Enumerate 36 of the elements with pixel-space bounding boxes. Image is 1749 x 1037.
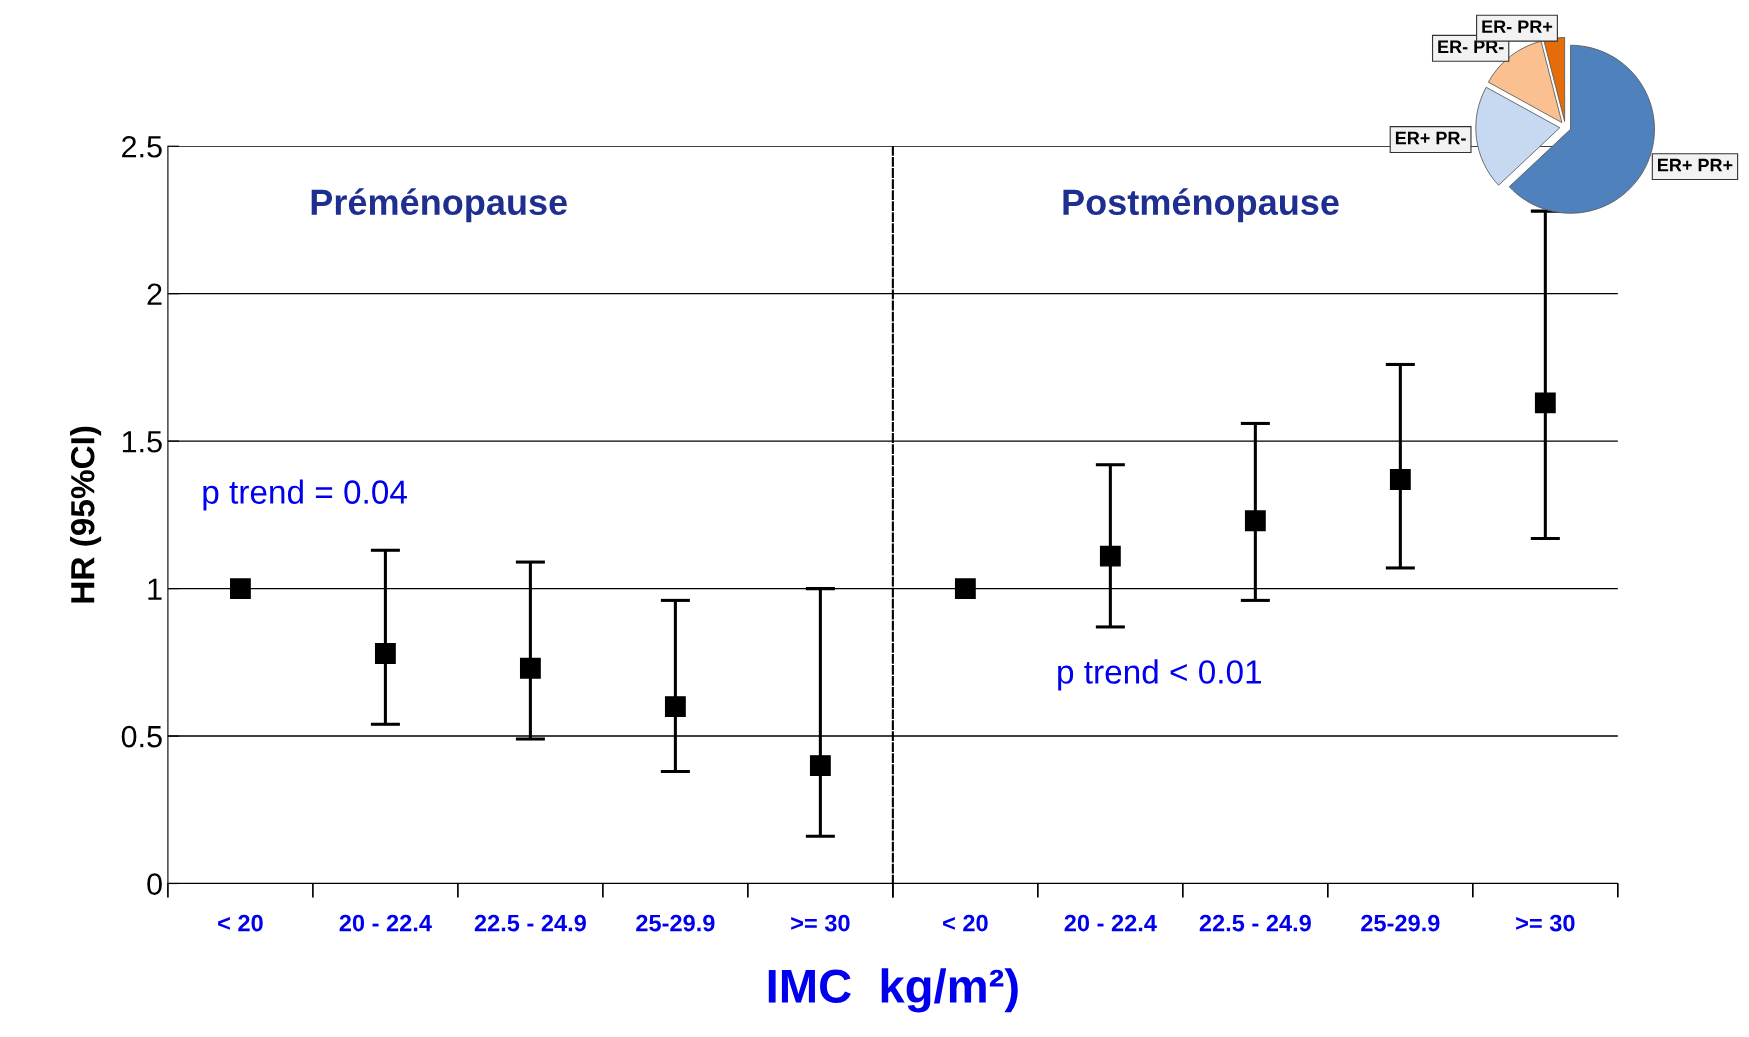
point <box>1534 392 1556 414</box>
slice-label: ER- PR- <box>1438 40 1504 53</box>
slice-label: ER- PR+ <box>1482 20 1553 33</box>
y-tick-label: 2.5 <box>122 135 162 158</box>
point <box>1099 545 1121 567</box>
slice-label: ER+ PR- <box>1395 131 1466 145</box>
x-tick-label: >= 30 <box>1516 914 1575 932</box>
y-tick-label: 0 <box>147 873 162 895</box>
annotation: p trend = 0.04 <box>203 479 407 511</box>
y-tick-label: 2 <box>147 283 162 305</box>
point <box>809 755 831 776</box>
x-tick-label: 22.5 - 24.9 <box>1199 914 1311 932</box>
point <box>954 578 976 600</box>
y-axis-title: HR (95%CI) <box>70 426 102 603</box>
x-tick-label: < 20 <box>218 914 263 932</box>
point <box>229 578 251 600</box>
y-tick-label: 1.5 <box>122 431 162 453</box>
point <box>1244 510 1266 532</box>
annotation: p trend < 0.01 <box>1058 659 1261 691</box>
y-tick-label: 0.5 <box>121 725 162 748</box>
annotation: Postménopause <box>1063 188 1339 223</box>
x-tick-label: 22.5 - 24.9 <box>474 914 586 932</box>
x-tick-label: >= 30 <box>791 914 850 932</box>
x-tick-label: 25-29.9 <box>636 914 715 932</box>
x-tick-label: 25-29.9 <box>1361 914 1440 932</box>
point <box>519 657 541 679</box>
point <box>374 643 396 664</box>
point <box>1389 469 1411 490</box>
annotation: Préménopause <box>311 188 567 223</box>
y-tick-label: 1 <box>148 578 162 600</box>
x-tick-label: 20 - 22.4 <box>1064 914 1157 932</box>
x-tick-label: < 20 <box>943 914 988 932</box>
x-axis-title: IMC kg/m²) <box>768 968 1018 1013</box>
x-tick-label: 20 - 22.4 <box>339 914 432 932</box>
point <box>664 696 686 717</box>
slice-label: ER+ PR+ <box>1658 158 1733 172</box>
